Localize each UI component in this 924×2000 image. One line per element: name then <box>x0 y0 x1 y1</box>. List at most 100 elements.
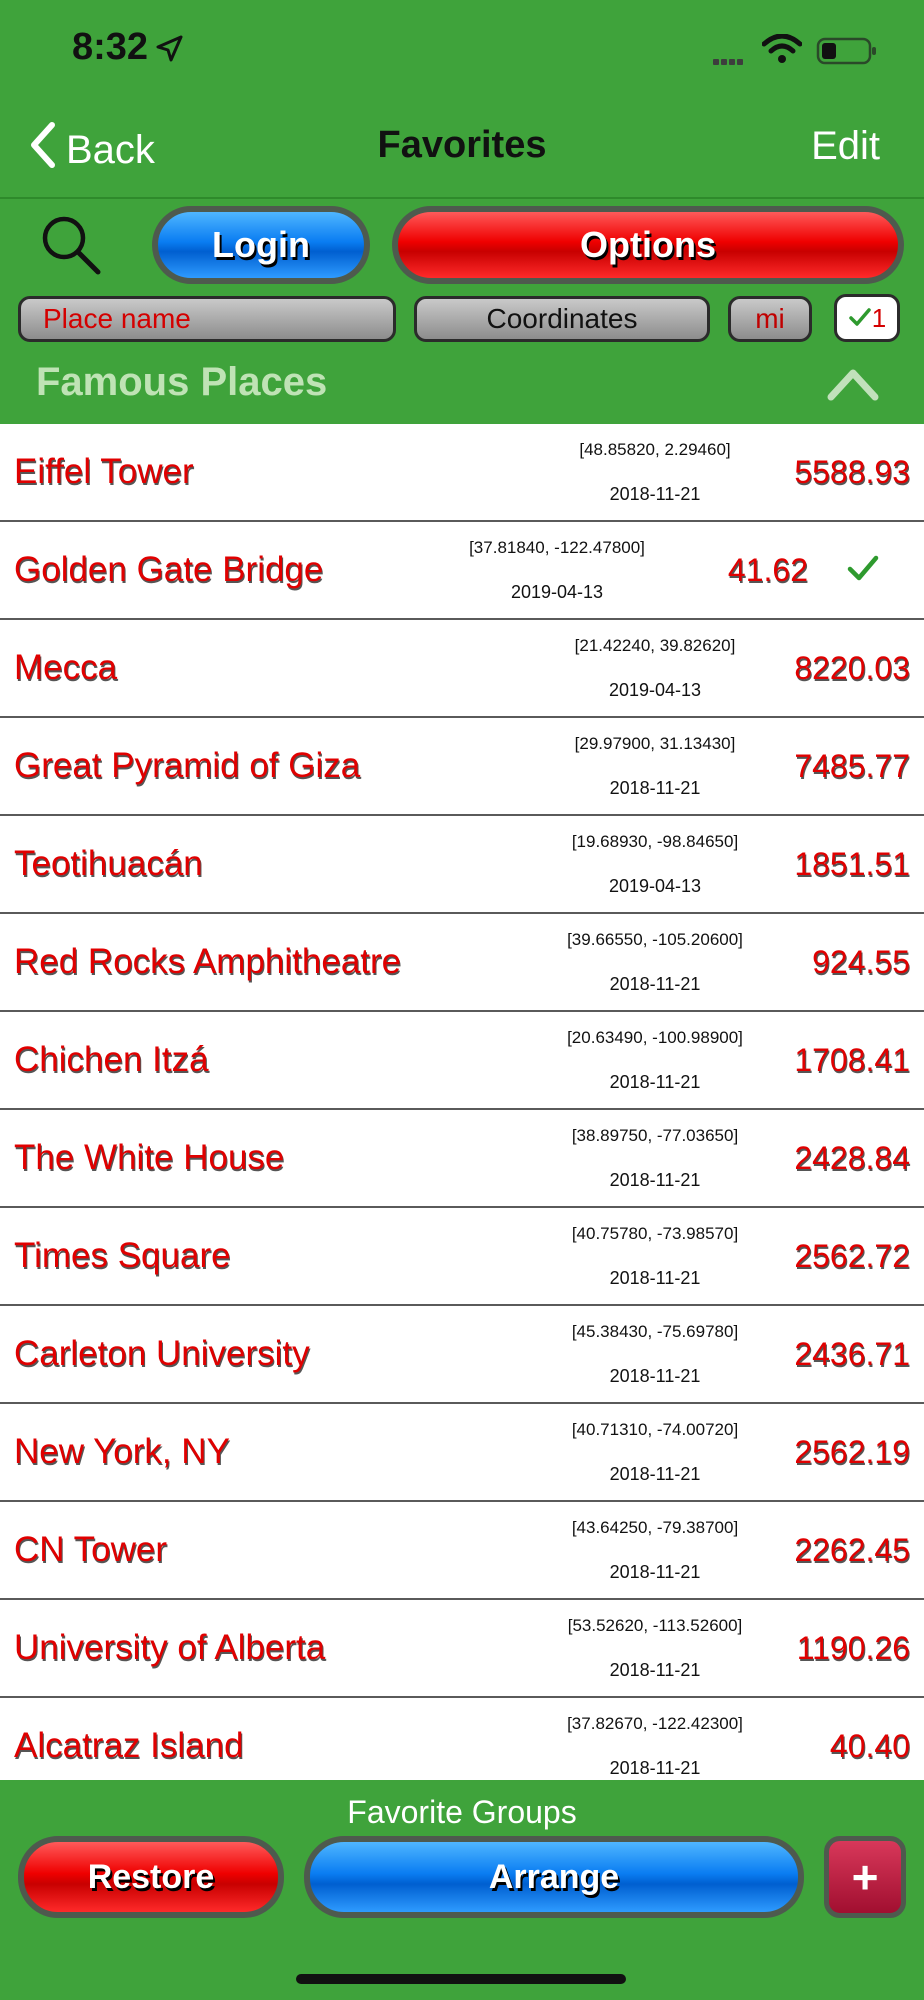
bottom-toolbar: Favorite Groups Restore Arrange + <box>0 1780 924 2000</box>
place-name: CN Tower <box>14 1530 168 1569</box>
place-date: 2018-11-21 <box>609 1268 701 1288</box>
list-item[interactable]: CN Tower [43.64250, -79.38700] 2018-11-21 2… <box>0 1502 924 1600</box>
list-item[interactable]: Mecca [21.42240, 39.82620] 2019-04-13 8220.… <box>0 620 924 718</box>
options-button[interactable]: Options <box>392 206 904 284</box>
place-coordinates: [45.38430, -75.69780] <box>571 1322 739 1341</box>
place-distance: 2428.84 <box>794 1140 910 1176</box>
favorite-groups-title: Favorite Groups <box>347 1794 577 1830</box>
place-name: Chichen Itzá <box>14 1040 209 1079</box>
list-item[interactable]: University of Alberta [53.52620, -113.526… <box>0 1600 924 1698</box>
location-arrow-icon <box>154 34 184 69</box>
place-name: Carleton University <box>14 1334 310 1373</box>
place-date: 2018-11-21 <box>609 1464 701 1484</box>
place-distance: 2262.45 <box>794 1532 910 1568</box>
home-indicator <box>296 1974 626 1984</box>
place-name: University of Alberta <box>14 1628 326 1667</box>
back-button[interactable]: Back <box>28 120 155 180</box>
place-name: The White House <box>14 1138 285 1177</box>
place-coordinates: [21.42240, 39.82620] <box>574 636 736 655</box>
selected-filter-button[interactable]: 1 <box>834 294 900 342</box>
place-date: 2019-04-13 <box>608 876 702 896</box>
place-coordinates: [37.81840, -122.47800] <box>469 538 645 557</box>
header-area: 8:32 Back Favorites Edit Login Options <box>0 0 924 424</box>
list-item[interactable]: The White House [38.89750, -77.03650] 2018… <box>0 1110 924 1208</box>
place-date: 2018-11-21 <box>609 1366 701 1386</box>
add-group-button[interactable]: + <box>824 1836 906 1918</box>
place-coordinates: [19.68930, -98.84650] <box>571 832 739 851</box>
coordinates-field[interactable]: Coordinates <box>414 296 710 342</box>
place-date: 2018-11-21 <box>609 1562 701 1582</box>
units-toggle[interactable]: mi <box>728 296 812 342</box>
place-name: Mecca <box>14 648 118 687</box>
place-name: Alcatraz Island <box>14 1726 244 1765</box>
place-coordinates: [43.64250, -79.38700] <box>571 1518 739 1537</box>
place-name: Teotihuacán <box>14 844 203 883</box>
place-distance: 2562.72 <box>794 1238 910 1274</box>
signal-icon <box>713 52 745 70</box>
place-distance: 41.62 <box>727 552 808 588</box>
list-item[interactable]: Carleton University [45.38430, -75.69780]… <box>0 1306 924 1404</box>
list-item[interactable]: Red Rocks Amphitheatre [39.66550, -105.20… <box>0 914 924 1012</box>
place-coordinates: [37.82670, -122.42300] <box>567 1714 743 1733</box>
place-coordinates: [39.66550, -105.20600] <box>567 930 743 949</box>
chevron-left-icon <box>28 121 66 179</box>
checkmark-icon <box>846 554 880 587</box>
battery-icon <box>816 36 878 71</box>
place-name: Great Pyramid of Giza <box>14 746 361 785</box>
list-item[interactable]: New York, NY [40.71310, -74.00720] 2018-11… <box>0 1404 924 1502</box>
place-distance: 8220.03 <box>794 650 910 686</box>
section-title: Famous Places <box>36 360 328 404</box>
place-name: New York, NY <box>14 1432 230 1471</box>
list-item[interactable]: Chichen Itzá [20.63490, -100.98900] 2018-1… <box>0 1012 924 1110</box>
place-distance: 2436.71 <box>794 1336 910 1372</box>
nav-divider <box>0 197 924 199</box>
list-item[interactable]: Alcatraz Island [37.82670, -122.42300] 201… <box>0 1698 924 1780</box>
list-item[interactable]: Golden Gate Bridge [37.81840, -122.47800]… <box>0 522 924 620</box>
search-icon[interactable] <box>38 212 104 283</box>
page-title: Favorites <box>377 124 547 166</box>
place-distance: 1708.41 <box>794 1042 910 1078</box>
place-distance: 924.55 <box>812 944 910 980</box>
place-distance: 7485.77 <box>794 748 910 784</box>
place-distance: 5588.93 <box>794 454 910 490</box>
list-item[interactable]: Teotihuacán [19.68930, -98.84650] 2019-04-… <box>0 816 924 914</box>
place-date: 2018-11-21 <box>609 1170 701 1190</box>
wifi-icon <box>761 33 803 69</box>
place-date: 2018-11-21 <box>609 484 701 504</box>
place-date: 2018-11-21 <box>609 974 701 994</box>
place-coordinates: [40.75780, -73.98570] <box>571 1224 739 1243</box>
place-coordinates: [29.97900, 31.13430] <box>574 734 736 753</box>
place-coordinates: [40.71310, -74.00720] <box>571 1420 739 1439</box>
place-name: Eiffel Tower <box>14 452 194 491</box>
place-date: 2018-11-21 <box>609 1660 701 1680</box>
place-coordinates: [20.63490, -100.98900] <box>567 1028 743 1047</box>
checkmark-icon <box>848 303 872 334</box>
status-time: 8:32 <box>72 26 149 68</box>
place-name: Red Rocks Amphitheatre <box>14 942 402 981</box>
place-distance: 40.40 <box>829 1728 910 1764</box>
list-item[interactable]: Great Pyramid of Giza [29.97900, 31.13430… <box>0 718 924 816</box>
place-name: Times Square <box>14 1236 231 1275</box>
place-date: 2019-04-13 <box>608 680 702 700</box>
place-date: 2018-11-21 <box>609 778 701 798</box>
place-date: 2018-11-21 <box>609 1072 701 1092</box>
place-distance: 1851.51 <box>794 846 910 882</box>
place-coordinates: [53.52620, -113.52600] <box>567 1616 743 1635</box>
place-name-field[interactable]: Place name <box>18 296 396 342</box>
place-distance: 2562.19 <box>794 1434 910 1470</box>
place-coordinates: [38.89750, -77.03650] <box>571 1126 739 1145</box>
list-item[interactable]: Eiffel Tower [48.85820, 2.29460] 2018-11-2… <box>0 424 924 522</box>
arrange-button[interactable]: Arrange <box>304 1836 804 1918</box>
chevron-up-icon[interactable] <box>826 366 880 407</box>
place-distance: 1190.26 <box>796 1630 910 1666</box>
selected-count: 1 <box>871 302 887 333</box>
login-button[interactable]: Login <box>152 206 370 284</box>
restore-button[interactable]: Restore <box>18 1836 284 1918</box>
places-list[interactable]: Eiffel Tower [48.85820, 2.29460] 2018-11-2… <box>0 424 924 1780</box>
place-date: 2019-04-13 <box>510 582 604 602</box>
place-name: Golden Gate Bridge <box>14 550 324 589</box>
edit-button[interactable]: Edit <box>811 124 880 168</box>
back-label: Back <box>66 127 155 172</box>
place-coordinates: [48.85820, 2.29460] <box>579 440 731 459</box>
list-item[interactable]: Times Square [40.75780, -73.98570] 2018-11… <box>0 1208 924 1306</box>
